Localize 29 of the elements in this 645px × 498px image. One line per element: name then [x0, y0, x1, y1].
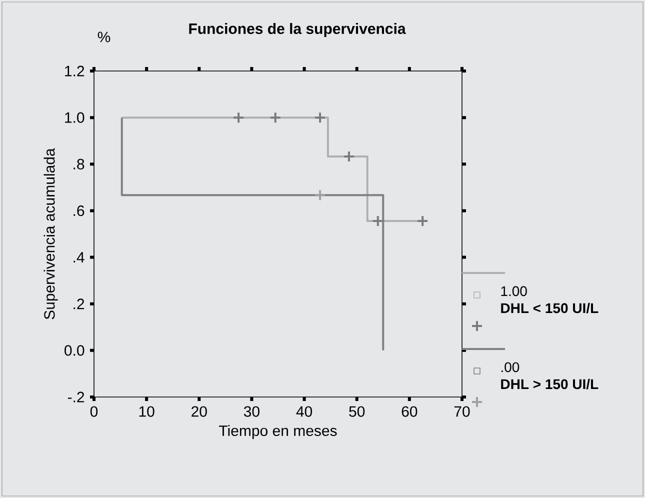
y-tick-label: .4 [74, 252, 84, 262]
y-tick-label: -.2 [68, 392, 84, 402]
x-tick-label: 10 [139, 406, 154, 417]
x-tick-label: 30 [244, 406, 260, 417]
y-tick-label: 0.0 [64, 345, 84, 356]
point [232, 112, 245, 124]
point [314, 189, 326, 202]
text: % [98, 32, 110, 42]
y-tick-label: .2 [74, 298, 84, 310]
x-tick-label: 20 [192, 406, 207, 417]
point [314, 112, 326, 124]
point [342, 150, 355, 162]
x-tick-label: 70 [454, 406, 470, 417]
y-tick-label: .8 [74, 158, 84, 170]
legend-label: .00 DHL > 150 UI/L [501, 362, 598, 390]
y-tick-label: .6 [74, 205, 84, 216]
y-tick-label: 1.0 [65, 112, 84, 123]
x-tick-label: 0 [90, 406, 98, 417]
chart-title: Funciones de la supervivencia [189, 23, 406, 37]
point [416, 214, 429, 227]
y-tick-label: 1.2 [65, 66, 84, 76]
x-tick-label: 50 [349, 406, 365, 417]
point [269, 112, 282, 124]
x-axis-title: Tiempo en meses [219, 425, 337, 439]
x-tick-label: 40 [296, 406, 312, 417]
y-axis-title: Supervivencia acumulada [44, 148, 58, 320]
legend-label: 1.00 DHL < 150 UI/L [501, 286, 598, 314]
x-tick-label: 60 [402, 406, 418, 417]
point [372, 214, 384, 227]
